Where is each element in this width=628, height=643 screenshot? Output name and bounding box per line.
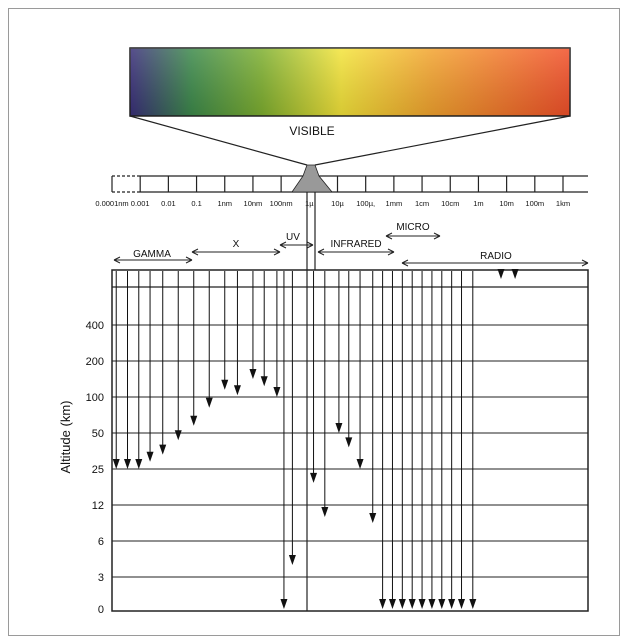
band-infrared: INFRARED (317, 239, 395, 256)
penetration-arrow (159, 271, 167, 455)
penetration-arrows (112, 269, 519, 609)
wavelength-tick-label: 1mm (386, 199, 403, 208)
penetration-arrow (356, 271, 364, 469)
band-label: GAMMA (133, 249, 171, 260)
wavelength-tick-label: 1cm (415, 199, 429, 208)
wavelength-tick-label: 1µ (305, 199, 314, 208)
wavelength-tick-label: 1m (473, 199, 483, 208)
altitude-tick-label: 0 (98, 604, 104, 616)
wavelength-tick-label: 10nm (244, 199, 263, 208)
penetration-arrow (388, 271, 396, 609)
penetration-arrow (345, 271, 353, 448)
penetration-arrow (249, 271, 257, 379)
wavelength-tick-label: 0.0001nm (95, 199, 128, 208)
band-label: MICRO (396, 222, 430, 233)
band-radio: RADIO (401, 251, 589, 267)
altitude-axis-label: Altitude (km) (58, 401, 73, 474)
penetration-arrow (438, 271, 446, 609)
altitude-tick-label: 6 (98, 536, 104, 548)
band-x: X (191, 239, 281, 256)
band-micro: MICRO (385, 222, 441, 240)
wavelength-tick-label: 1km (556, 199, 570, 208)
penetration-arrow (379, 271, 387, 609)
penetration-arrow (408, 271, 416, 609)
band-uv: UV (279, 232, 314, 249)
visible-zoom-lines (129, 115, 571, 166)
wavelength-tick-label: 1nm (217, 199, 232, 208)
band-labels: GAMMA X UV INFRARED MICRO RADIO (113, 222, 589, 267)
wavelength-tick-label: 0.01 (161, 199, 176, 208)
penetration-arrow (497, 269, 505, 279)
penetration-arrow (511, 269, 519, 279)
wavelength-tick-label: 10m (499, 199, 514, 208)
wavelength-tick-label: 10µ (331, 199, 344, 208)
penetration-arrow (112, 271, 120, 469)
penetration-arrow (369, 271, 377, 523)
altitude-tick-label: 25 (92, 464, 104, 476)
visible-spike-marker (291, 164, 333, 193)
penetration-arrow (124, 271, 132, 469)
penetration-arrow (469, 271, 477, 609)
penetration-arrow (310, 271, 318, 483)
wavelength-tick-label: 0.1 (191, 199, 201, 208)
penetration-arrow (398, 271, 406, 609)
penetration-arrow (260, 271, 268, 387)
penetration-arrow (273, 271, 281, 397)
wavelength-tick-label: 0.001 (131, 199, 150, 208)
altitude-tick-label: 12 (92, 500, 104, 512)
altitude-axis: 400 200 100 50 25 12 6 3 0 (86, 320, 104, 616)
wavelength-scale: 0.0001nm 0.001 0.01 0.1 1nm 10nm 100nm 1µ 10µ 100… (95, 164, 588, 208)
band-label: RADIO (480, 251, 512, 262)
penetration-arrow (146, 271, 154, 462)
wavelength-tick-label: 100m (525, 199, 544, 208)
penetration-arrow (190, 271, 198, 426)
altitude-tick-label: 100 (86, 392, 104, 404)
band-gamma: GAMMA (113, 249, 193, 264)
wavelength-tick-label: 100µ, (356, 199, 375, 208)
altitude-tick-label: 50 (92, 428, 104, 440)
penetration-arrow (418, 271, 426, 609)
altitude-tick-label: 400 (86, 320, 104, 332)
visible-spectrum-bar (129, 47, 571, 117)
band-label: INFRARED (330, 239, 381, 250)
penetration-arrow (205, 271, 213, 408)
penetration-arrow (221, 271, 229, 390)
penetration-arrow (135, 271, 143, 469)
visible-label: VISIBLE (289, 124, 334, 138)
penetration-arrow (448, 271, 456, 609)
penetration-arrow (233, 271, 241, 396)
wavelength-tick-label: 100nm (270, 199, 293, 208)
penetration-arrow (174, 271, 182, 441)
penetration-arrow (280, 271, 288, 609)
penetration-arrow (288, 271, 296, 565)
band-label: UV (286, 232, 300, 243)
penetration-arrow (321, 271, 329, 517)
wavelength-tick-label: 10cm (441, 199, 459, 208)
penetration-arrow (335, 271, 343, 433)
penetration-arrow (428, 271, 436, 609)
band-label: X (233, 239, 240, 250)
penetration-arrow (458, 271, 466, 609)
altitude-tick-label: 200 (86, 356, 104, 368)
altitude-tick-label: 3 (98, 572, 104, 584)
altitude-grid (111, 192, 589, 612)
